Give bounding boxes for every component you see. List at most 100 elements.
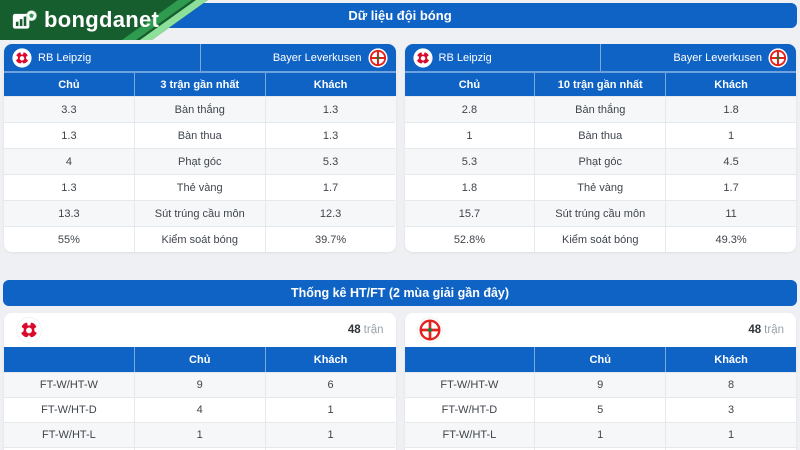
home-value: 1 [133, 422, 265, 447]
table-row: 15.7 Sút trúng cầu môn 11 [404, 200, 796, 226]
table-row: 2.8 Bàn thắng 1.8 [404, 96, 796, 122]
home-team[interactable]: RB Leipzig [12, 47, 92, 68]
htft-card-bayer-leverkusen: 48 trận Chủ Khách FT-W/HT-W 9 8 FT-W/HT-D… [404, 313, 796, 450]
home-value: 4 [133, 397, 265, 422]
page-header: Dữ liệu đội bóng bongdanet [0, 0, 800, 40]
col-away: Khách [665, 73, 796, 96]
col-home: Chủ [58, 78, 80, 91]
away-value: 11 [665, 200, 796, 226]
htft-label: FT-W/HT-L [4, 422, 134, 447]
section-title: Thống kê HT/FT (2 mùa giải gần đây) [290, 286, 510, 300]
away-value: 1.7 [264, 174, 396, 200]
stat-label: Thẻ vàng [534, 174, 666, 200]
columns-header: Chủ Khách [404, 347, 796, 372]
bayer-leverkusen-logo-icon [367, 47, 388, 68]
table-row: FT-W/HT-W 9 8 [404, 372, 796, 397]
table-row: 13.3 Sút trúng cầu môn 12.3 [4, 200, 396, 226]
col-period: 3 trận gần nhất [133, 73, 265, 96]
table-row: 1 Bàn thua 1 [404, 122, 796, 148]
away-team[interactable]: Bayer Leverkusen [272, 47, 388, 68]
home-value: 1 [534, 422, 666, 447]
home-value: 55% [4, 226, 134, 252]
table-row: FT-W/HT-L 1 1 [4, 422, 396, 447]
col-empty [405, 347, 535, 372]
home-value: 3.3 [4, 96, 134, 122]
matches-number: 48 [748, 324, 762, 336]
stat-label: Sút trúng cầu môn [133, 200, 265, 226]
stat-label: Bàn thắng [133, 96, 265, 122]
table-row: 4 Phạt góc 5.3 [4, 148, 396, 174]
htft-label: FT-W/HT-W [404, 372, 535, 397]
col-period: 10 trận gần nhất [534, 73, 665, 96]
table-row: 1.3 Bàn thua 1.3 [4, 122, 396, 148]
away-team-name: Bayer Leverkusen [272, 51, 362, 64]
matches-count: 48 trận [348, 324, 384, 336]
brand-logo[interactable]: bongdanet [0, 0, 208, 40]
away-value: 1 [264, 397, 396, 422]
stat-label: Phạt góc [133, 148, 265, 174]
htft-card-rb-leipzig: 48 trận Chủ Khách FT-W/HT-W 9 6 FT-W/HT-D… [4, 313, 396, 450]
htft-label: FT-W/HT-L [404, 422, 535, 447]
home-value: 5 [534, 397, 666, 422]
col-home: Chủ [458, 78, 481, 91]
table-row [404, 447, 796, 450]
home-value: 1.3 [4, 174, 134, 200]
col-away: Khách [264, 73, 396, 96]
stat-label: Bàn thắng [534, 96, 666, 122]
home-value: 13.3 [4, 200, 134, 226]
home-team[interactable]: RB Leipzig [412, 47, 492, 68]
away-team-name: Bayer Leverkusen [673, 51, 762, 64]
htft-team-row: 48 trận [4, 313, 396, 347]
away-value: 39.7% [264, 226, 396, 252]
columns-header: Chủ Khách [4, 347, 396, 372]
stats-card-last-10: RB Leipzig Bayer Leverkusen Chủ 10 trận … [404, 44, 796, 252]
away-value: 1 [665, 422, 796, 447]
table-row: 55% Kiểm soát bóng 39.7% [4, 226, 396, 252]
table-row: FT-W/HT-D 4 1 [4, 397, 396, 422]
matches-count: 48 trận [748, 324, 784, 336]
stat-label: Bàn thua [534, 122, 666, 148]
bayer-leverkusen-logo-icon [416, 317, 443, 343]
away-team[interactable]: Bayer Leverkusen [673, 47, 788, 68]
htft-team-row: 48 trận [404, 313, 796, 347]
home-value: 1.8 [404, 174, 535, 200]
away-value: 8 [665, 372, 796, 397]
bayer-leverkusen-logo-icon [768, 47, 788, 68]
htft-table-body: FT-W/HT-W 9 8 FT-W/HT-D 5 3 FT-W/HT-L 1 … [404, 372, 796, 450]
brand-name: bongdanet [44, 7, 160, 32]
home-value: 9 [534, 372, 666, 397]
stat-label: Bàn thua [133, 122, 265, 148]
section-header-htft: Thống kê HT/FT (2 mùa giải gần đây) [3, 280, 797, 306]
home-value: 1 [404, 122, 535, 148]
matches-unit: trận [764, 324, 784, 336]
col-away: Khách [665, 347, 796, 372]
table-row: 3.3 Bàn thắng 1.3 [4, 96, 396, 122]
stat-label: Thẻ vàng [133, 174, 265, 200]
away-value: 3 [665, 397, 796, 422]
team-data-cards: RB Leipzig Bayer Leverkusen Chủ 3 trận g… [4, 44, 796, 252]
away-value: 1.7 [665, 174, 796, 200]
home-value: 9 [133, 372, 265, 397]
rb-leipzig-logo-icon [16, 317, 42, 343]
home-team-name: RB Leipzig [38, 51, 92, 64]
columns-header: Chủ 3 trận gần nhất Khách [4, 71, 396, 96]
matches-number: 48 [347, 324, 361, 336]
stats-table-body: 3.3 Bàn thắng 1.3 1.3 Bàn thua 1.3 4 Phạ… [4, 96, 396, 252]
home-value: 5.3 [404, 148, 535, 174]
away-value: 4.5 [665, 148, 796, 174]
home-team-name: RB Leipzig [438, 51, 492, 64]
section-title: Dữ liệu đội bóng [348, 8, 452, 23]
htft-cards: 48 trận Chủ Khách FT-W/HT-W 9 6 FT-W/HT-D… [4, 313, 796, 450]
table-row: FT-W/HT-W 9 6 [4, 372, 396, 397]
home-value: 52.8% [404, 226, 535, 252]
col-home: Chủ [133, 347, 265, 372]
team-header-row: RB Leipzig Bayer Leverkusen [4, 44, 396, 71]
rb-leipzig-logo-icon [412, 47, 433, 68]
stat-label: Sút trúng cầu môn [534, 200, 666, 226]
col-away: Khách [264, 347, 396, 372]
away-value: 1.3 [264, 96, 396, 122]
table-row: 1.8 Thẻ vàng 1.7 [404, 174, 796, 200]
rb-leipzig-logo-icon [12, 47, 32, 68]
htft-label: FT-W/HT-W [4, 372, 134, 397]
table-row [4, 447, 396, 450]
